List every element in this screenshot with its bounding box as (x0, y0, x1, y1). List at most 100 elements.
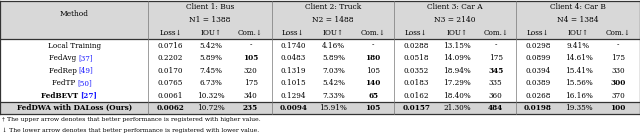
Text: 105: 105 (365, 104, 381, 112)
Text: -: - (617, 42, 620, 50)
Text: 0.1294: 0.1294 (280, 92, 306, 100)
Text: 235: 235 (243, 104, 258, 112)
Text: 0.0352: 0.0352 (404, 67, 429, 75)
Text: 105: 105 (366, 67, 380, 75)
Text: IOU↑: IOU↑ (568, 29, 589, 37)
Text: Loss↓: Loss↓ (527, 29, 549, 37)
Text: 370: 370 (611, 92, 625, 100)
Text: 15.41%: 15.41% (564, 67, 593, 75)
Text: 15.91%: 15.91% (319, 104, 348, 112)
Bar (0, 1, 640, 39)
Text: 0.0162: 0.0162 (404, 92, 429, 100)
Text: 18.94%: 18.94% (443, 67, 471, 75)
Text: FedBEVT: FedBEVT (41, 92, 81, 100)
Text: 360: 360 (489, 92, 502, 100)
Text: 0.1319: 0.1319 (280, 67, 306, 75)
Text: 0.0483: 0.0483 (281, 54, 306, 62)
Text: Client 2: Truck: Client 2: Truck (305, 3, 361, 11)
Text: 14.09%: 14.09% (443, 54, 471, 62)
Text: [37]: [37] (79, 54, 93, 62)
Text: 0.0094: 0.0094 (279, 104, 307, 112)
Text: 13.15%: 13.15% (443, 42, 471, 50)
Text: 19.35%: 19.35% (564, 104, 593, 112)
Text: 0.0061: 0.0061 (157, 92, 183, 100)
Text: 175: 175 (489, 54, 502, 62)
Text: -: - (250, 42, 252, 50)
Text: 6.73%: 6.73% (200, 79, 222, 87)
Text: 0.2202: 0.2202 (157, 54, 183, 62)
Text: Loss↓: Loss↓ (159, 29, 182, 37)
Text: 345: 345 (488, 67, 503, 75)
Text: 17.29%: 17.29% (443, 79, 471, 87)
Text: 18.40%: 18.40% (443, 92, 471, 100)
Text: Loss↓: Loss↓ (405, 29, 428, 37)
Text: 15.56%: 15.56% (564, 79, 593, 87)
Text: 0.0268: 0.0268 (525, 92, 550, 100)
Text: FedTP: FedTP (52, 79, 77, 87)
Text: -: - (495, 42, 497, 50)
Text: 5.89%: 5.89% (200, 54, 223, 62)
Text: 10.72%: 10.72% (197, 104, 225, 112)
Text: 0.1015: 0.1015 (280, 79, 306, 87)
Text: 0.0389: 0.0389 (525, 79, 550, 87)
Text: Method: Method (60, 10, 89, 18)
Text: [50]: [50] (77, 79, 92, 87)
Text: IOU↑: IOU↑ (446, 29, 467, 37)
Text: 0.0765: 0.0765 (157, 79, 183, 87)
Text: 0.0298: 0.0298 (525, 42, 550, 50)
Text: Client 4: Car B: Client 4: Car B (550, 3, 605, 11)
Text: 0.0716: 0.0716 (157, 42, 183, 50)
Bar (0, 102, 640, 114)
Text: 484: 484 (488, 104, 503, 112)
Text: 340: 340 (244, 92, 257, 100)
Text: 5.42%: 5.42% (322, 79, 345, 87)
Text: ↓ The lower arrow denotes that better performance is registered with lower value: ↓ The lower arrow denotes that better pe… (2, 127, 259, 133)
Text: 14.61%: 14.61% (564, 54, 593, 62)
Text: N2 = 1488: N2 = 1488 (312, 16, 354, 24)
Text: 7.45%: 7.45% (200, 67, 223, 75)
Text: Loss↓: Loss↓ (282, 29, 305, 37)
Text: 0.0183: 0.0183 (404, 79, 429, 87)
Text: 0.0198: 0.0198 (524, 104, 552, 112)
Text: IOU↑: IOU↑ (323, 29, 344, 37)
Text: FedAvg: FedAvg (49, 54, 79, 62)
Text: 0.0518: 0.0518 (404, 54, 429, 62)
Text: FedRep: FedRep (49, 67, 79, 75)
Text: 7.03%: 7.03% (322, 67, 345, 75)
Text: 300: 300 (611, 79, 626, 87)
Text: 105: 105 (243, 54, 258, 62)
Text: 5.89%: 5.89% (322, 54, 345, 62)
Text: 0.0170: 0.0170 (157, 67, 183, 75)
Text: 180: 180 (365, 54, 381, 62)
Text: 100: 100 (611, 104, 626, 112)
Text: 5.42%: 5.42% (200, 42, 223, 50)
Text: 0.1740: 0.1740 (280, 42, 306, 50)
Text: FedDWA with DALoss (Ours): FedDWA with DALoss (Ours) (17, 104, 132, 112)
Text: 21.30%: 21.30% (443, 104, 470, 112)
Text: 320: 320 (244, 67, 257, 75)
Text: 0.0394: 0.0394 (525, 67, 550, 75)
Text: 9.41%: 9.41% (567, 42, 590, 50)
Text: Com.↓: Com.↓ (238, 29, 263, 37)
Text: 0.0288: 0.0288 (404, 42, 429, 50)
Text: 0.0062: 0.0062 (156, 104, 184, 112)
Text: 0.0899: 0.0899 (525, 54, 550, 62)
Text: 7.33%: 7.33% (322, 92, 345, 100)
Text: 0.0157: 0.0157 (403, 104, 430, 112)
Text: [27]: [27] (81, 92, 97, 100)
Text: Client 1: Bus: Client 1: Bus (186, 3, 234, 11)
Text: IOU↑: IOU↑ (200, 29, 221, 37)
Text: 16.16%: 16.16% (564, 92, 593, 100)
Text: 175: 175 (611, 54, 625, 62)
Text: Com.↓: Com.↓ (483, 29, 508, 37)
Text: Com.↓: Com.↓ (605, 29, 630, 37)
Text: Client 3: Car A: Client 3: Car A (428, 3, 483, 11)
Text: -: - (372, 42, 374, 50)
Text: 10.32%: 10.32% (197, 92, 225, 100)
Text: N1 = 1388: N1 = 1388 (189, 16, 230, 24)
Text: 65: 65 (368, 92, 378, 100)
Text: [49]: [49] (79, 67, 93, 75)
Text: N3 = 2140: N3 = 2140 (435, 16, 476, 24)
Text: 330: 330 (611, 67, 625, 75)
Text: 4.16%: 4.16% (322, 42, 345, 50)
